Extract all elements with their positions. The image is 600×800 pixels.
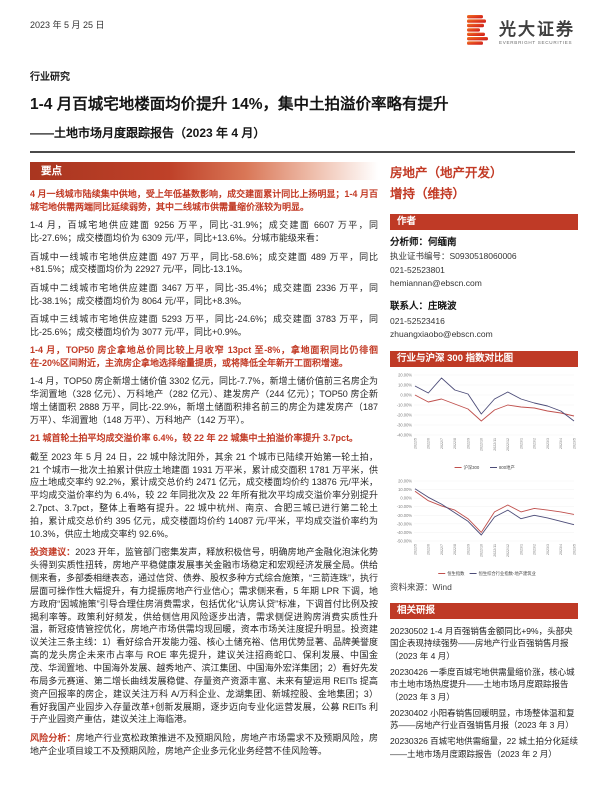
svg-text:恒生综合行业指数-地产建筑业: 恒生综合行业指数-地产建筑业 [479, 570, 537, 577]
analyst-name: 何缅南 [428, 236, 457, 248]
svg-text:2022/5: 2022/5 [413, 438, 417, 449]
svg-text:2022/9: 2022/9 [466, 544, 470, 555]
analyst-label: 分析师： [390, 236, 429, 248]
key-point-highlight: 21 城首轮土拍平均成交溢价率 6.4%，较 22 年 22 城集中土拍溢价率提… [30, 433, 359, 444]
svg-text:2022/5: 2022/5 [413, 544, 417, 555]
key-point-paragraph: 1-4 月，TOP50 房企新增土储价值 3302 亿元，同比-7.7%，新增土… [30, 376, 378, 426]
key-point-paragraph: 百城中一线城市宅地供应建面 497 万平，同比-58.6%；成交建面 489 万… [30, 251, 378, 275]
industry-chart-a: 20.00% 10.00% 0.00% -10.00% -20.00% -30.00% -4… [390, 370, 578, 473]
svg-text:800地产: 800地产 [499, 464, 515, 471]
svg-text:0.00%: 0.00% [400, 496, 412, 501]
related-report-item: 20230426 一季度百城宅地供需量缩价涨，核心城市土地市场热度提升——土地市… [390, 666, 575, 702]
key-point-highlight: 1-4 月，TOP50 房企拿地总价同比较上月收窄 13pct 至-8%，拿地面… [30, 345, 378, 369]
svg-text:2022/10: 2022/10 [480, 438, 484, 451]
svg-text:20.00%: 20.00% [398, 478, 412, 483]
key-point-paragraph: 百城中二线城市宅地供应建面 3467 万平，同比-35.4%；成交建面 2336… [30, 282, 378, 306]
svg-text:沪深300: 沪深300 [464, 464, 480, 471]
author-block: 分析师：何缅南 执业证书编号：S0930518060006 021-525238… [390, 236, 578, 341]
svg-text:-10.00%: -10.00% [397, 504, 413, 509]
svg-text:恒生指数: 恒生指数 [447, 570, 465, 577]
svg-text:0.00%: 0.00% [400, 392, 412, 397]
svg-text:20.00%: 20.00% [398, 372, 412, 377]
svg-text:2022/12: 2022/12 [506, 438, 510, 451]
svg-text:-20.00%: -20.00% [397, 412, 413, 417]
svg-text:2023/1: 2023/1 [519, 438, 523, 449]
key-point-paragraph: 百城中三线城市宅地供应建面 5293 万平，同比-24.6%；成交建面 3783… [30, 314, 378, 337]
svg-text:-20.00%: -20.00% [397, 513, 413, 518]
report-date: 2023 年 5 月 25 日 [30, 20, 105, 30]
contact-phone: 021-52523416 [390, 315, 445, 326]
analyst-cert: 执业证书编号：S0930518060006 [390, 251, 517, 262]
svg-text:-40.00%: -40.00% [397, 432, 413, 437]
svg-text:2023/4: 2023/4 [559, 544, 563, 555]
svg-text:2022/7: 2022/7 [440, 544, 444, 555]
brand-logo: 光大证券 EVERBRIGHT SECURITIES [466, 14, 575, 52]
svg-text:2023/2: 2023/2 [533, 438, 537, 449]
svg-text:-50.00%: -50.00% [397, 538, 413, 543]
key-points-banner: 要点 [30, 162, 378, 181]
svg-text:2022/11: 2022/11 [493, 438, 497, 451]
svg-text:-30.00%: -30.00% [397, 521, 413, 526]
contact-name: 庄晓波 [428, 300, 457, 312]
chart-banner: 行业与沪深 300 指数对比图 [390, 350, 578, 367]
svg-text:10.00%: 10.00% [398, 382, 412, 387]
industry-name: 房地产（地产开发） [390, 166, 503, 181]
rating-badge: 增持（维持） [390, 186, 466, 201]
analyst-email: hemiannan@ebscn.com [390, 277, 482, 288]
chart-source: 资料来源：Wind [390, 581, 452, 592]
report-title: 1-4 月百城宅地楼面均价提升 14%，集中土拍溢价率略有提升 [30, 96, 449, 113]
svg-text:2023/4: 2023/4 [559, 438, 563, 449]
key-points-column: 要点 4 月一线城市陆续集中供地，受上年低基数影响，成交建面累计同比上扬明显；1… [30, 162, 378, 764]
svg-text:2022/6: 2022/6 [427, 438, 431, 449]
svg-text:2022/11: 2022/11 [493, 544, 497, 557]
report-subtitle: ——土地市场月度跟踪报告（2023 年 4 月） [30, 126, 266, 141]
svg-text:10.00%: 10.00% [398, 487, 412, 492]
key-point-paragraph: 1-4 月，百城宅地供应建面 9256 万平，同比-31.9%；成交建面 660… [30, 220, 378, 244]
key-points-paragraphs: 4 月一线城市陆续集中供地，受上年低基数影响，成交建面累计同比上扬明显；1-4 … [30, 188, 378, 757]
svg-text:2022/9: 2022/9 [466, 438, 470, 449]
svg-text:2023/5: 2023/5 [572, 438, 576, 449]
svg-text:-40.00%: -40.00% [397, 530, 413, 535]
sidebar: 房地产（地产开发） 增持（维持） 作者 分析师：何缅南 执业证书编号：S0930… [390, 162, 578, 764]
svg-text:2023/5: 2023/5 [572, 544, 576, 555]
svg-text:2022/6: 2022/6 [427, 544, 431, 555]
svg-text:2023/2: 2023/2 [533, 544, 537, 555]
everbright-logo-icon [466, 14, 493, 52]
key-point-highlight: 4 月一线城市陆续集中供地，受上年低基数影响，成交建面累计同比上扬明显；1-4 … [30, 189, 378, 212]
contact-label: 联系人： [390, 300, 429, 312]
svg-text:2022/7: 2022/7 [440, 438, 444, 449]
svg-text:2022/12: 2022/12 [506, 544, 510, 557]
contact-line: 联系人：庄晓波 [390, 300, 578, 315]
related-report-item: 20230402 小阳春销售回暖明显，市场整体温和复苏——房地产行业百强销售月报… [390, 707, 575, 731]
svg-text:2023/3: 2023/3 [546, 438, 550, 449]
key-point-paragraph: 投资建议：2023 开年，监管部门密集发声，释放积极信号，明确房地产金融化泡沫化… [30, 547, 378, 725]
related-report-item: 20230502 1-4 月百强销售金额同比+9%，头部央国企表现持续强势——房… [390, 625, 573, 661]
industry-chart-h: 20.00% 10.00% 0.00% -10.00% -20.00% -30.00% -4… [390, 476, 578, 579]
svg-text:2022/8: 2022/8 [453, 438, 457, 449]
paragraph-label: 风险分析： [30, 732, 76, 743]
analyst-phone: 021-52523801 [390, 264, 445, 275]
svg-text:-30.00%: -30.00% [397, 422, 413, 427]
paragraph-label: 投资建议： [30, 547, 76, 558]
svg-text:-10.00%: -10.00% [397, 402, 413, 407]
svg-text:2023/3: 2023/3 [546, 544, 550, 555]
svg-text:2022/10: 2022/10 [480, 544, 484, 557]
key-point-paragraph: 截至 2023 年 5 月 24 日，22 城中除沈阳外，其余 21 个城市已陆… [30, 451, 378, 539]
brand-name-cn: 光大证券 [499, 19, 575, 39]
related-reports-banner: 相关研报 [390, 602, 578, 619]
svg-text:2022/8: 2022/8 [453, 544, 457, 555]
report-category: 行业研究 [30, 72, 70, 83]
related-reports-list: 20230502 1-4 月百强销售金额同比+9%，头部央国企表现持续强势——房… [390, 625, 578, 760]
report-header: 2023 年 5 月 25 日 [30, 14, 575, 52]
svg-text:2023/1: 2023/1 [519, 544, 523, 555]
brand-name-en: EVERBRIGHT SECURITIES [499, 40, 573, 46]
author-banner: 作者 [390, 213, 578, 230]
key-point-paragraph: 风险分析：房地产行业宽松政策推进不及预期风险，房地产市场需求不及预期风险，房地产… [30, 732, 378, 756]
header-divider [30, 151, 575, 154]
analyst-line: 分析师：何缅南 [390, 236, 578, 251]
related-report-item: 20230326 百城宅地供需缩量，22 城土拍分化延续——土地市场月度跟踪报告… [390, 736, 578, 759]
contact-email: zhuangxiaobo@ebscn.com [390, 328, 493, 339]
